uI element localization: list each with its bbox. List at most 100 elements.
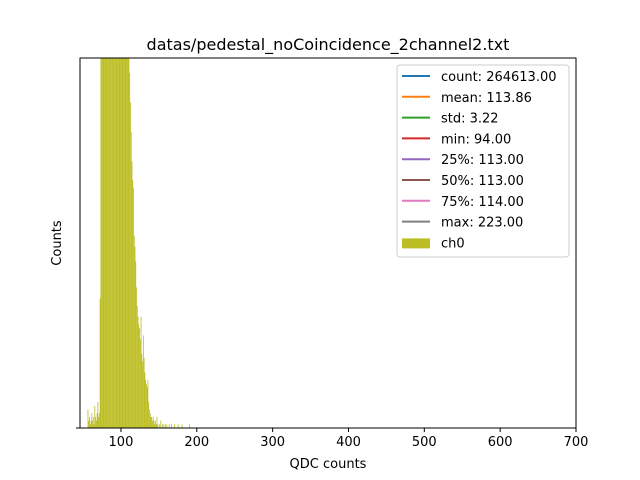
histogram-bar <box>100 58 102 428</box>
y-axis-label: Counts <box>50 220 65 266</box>
histogram-bar <box>110 58 112 428</box>
histogram-bar <box>174 424 175 428</box>
histogram-bar <box>127 58 129 428</box>
x-tick-label: 200 <box>184 435 209 450</box>
chart-title: datas/pedestal_noCoincidence_2channel2.t… <box>147 35 510 55</box>
histogram-bar <box>149 413 151 428</box>
histogram-bar <box>127 58 128 428</box>
histogram-bar <box>171 424 172 428</box>
histogram-bar <box>157 424 159 428</box>
histogram-bar <box>107 58 109 428</box>
histogram-bar <box>123 58 125 428</box>
histogram-bar <box>151 416 153 428</box>
histogram-bar <box>128 58 130 428</box>
histogram-bar <box>98 416 99 428</box>
histogram-bar <box>109 58 111 428</box>
histogram-bar <box>138 324 140 428</box>
histogram-bar <box>143 357 145 428</box>
histogram-bar <box>95 420 97 428</box>
histogram-bar <box>89 424 91 428</box>
histogram-bar <box>105 58 107 428</box>
histogram-bar <box>148 402 150 428</box>
histogram-bar <box>116 58 118 428</box>
histogram-bar <box>99 298 101 428</box>
histogram-bar <box>136 305 138 428</box>
histogram-bar <box>123 58 125 428</box>
histogram-bar <box>166 424 168 428</box>
histogram-bar <box>145 379 147 428</box>
histogram-bar <box>98 413 100 428</box>
histogram-bar <box>104 58 106 428</box>
histogram-bar <box>102 58 104 428</box>
histogram-bar <box>114 58 116 428</box>
histogram-bar <box>139 328 140 428</box>
histogram-bar <box>113 58 115 428</box>
histogram-bar <box>125 58 127 428</box>
histogram-bar <box>108 58 110 428</box>
histogram-bar <box>117 58 118 428</box>
histogram-bar <box>164 424 166 428</box>
histogram-bar <box>117 58 119 428</box>
x-axis-ticks: 100 200 300 400 500 600 700 <box>109 428 589 450</box>
histogram-bar <box>131 161 133 428</box>
histogram-bar <box>140 317 142 428</box>
histogram-bars <box>87 58 191 429</box>
histogram-bar <box>155 420 156 428</box>
histogram-bar <box>89 416 90 428</box>
histogram-bar <box>97 402 99 428</box>
histogram-bar <box>124 58 126 428</box>
histogram-bar <box>189 424 191 428</box>
histogram-bar <box>136 287 137 428</box>
histogram-bar <box>130 132 132 428</box>
x-tick-label: 100 <box>109 435 134 450</box>
histogram-bar <box>156 416 158 428</box>
histogram-bar <box>90 420 92 428</box>
histogram-bar <box>137 317 139 428</box>
histogram-bar <box>147 379 149 428</box>
histogram-bar <box>120 58 122 428</box>
histogram-bar <box>91 413 93 428</box>
histogram-bar <box>88 420 90 428</box>
histogram-bar <box>92 416 94 428</box>
histogram-bar <box>108 58 109 428</box>
histogram-bar <box>139 339 141 428</box>
histogram-bar <box>133 187 134 428</box>
histogram-bar <box>161 424 163 428</box>
legend-label: max: 223.00 <box>441 216 523 231</box>
histogram-bar <box>141 354 143 428</box>
legend-items: count: 264613.00 mean: 113.86 std: 3.22 min… <box>402 70 557 251</box>
histogram-bar <box>160 420 162 428</box>
histogram-bar <box>118 58 120 428</box>
legend-swatch <box>402 238 430 249</box>
histogram-bar <box>152 420 153 428</box>
legend: count: 264613.00 mean: 113.86 std: 3.22 min… <box>396 64 570 258</box>
legend-box <box>396 64 570 258</box>
x-tick-label: 600 <box>488 435 513 450</box>
histogram-bar <box>135 261 137 428</box>
histogram-bar <box>87 409 89 428</box>
histogram-bar <box>101 58 103 428</box>
histogram-bar <box>111 58 112 428</box>
legend-label: std: 3.22 <box>441 112 499 127</box>
plot-frame <box>79 57 577 429</box>
histogram-bar <box>155 424 157 428</box>
histogram-bar <box>105 58 106 428</box>
x-tick-label: 500 <box>412 435 437 450</box>
histogram-bar <box>142 361 143 428</box>
x-axis-label: QDC counts <box>290 457 367 472</box>
histogram-bar <box>152 416 154 428</box>
histogram-bar <box>154 424 156 428</box>
legend-label: 25%: 113.00 <box>441 153 524 168</box>
legend-label: count: 264613.00 <box>441 70 557 85</box>
histogram-bar <box>95 416 96 428</box>
legend-label: 75%: 114.00 <box>441 195 524 210</box>
histogram-bar <box>163 424 165 428</box>
histogram-bar <box>158 424 160 428</box>
x-tick-label: 700 <box>564 435 589 450</box>
legend-label: mean: 113.86 <box>441 91 532 106</box>
histogram-bar <box>134 246 136 428</box>
histogram-bar <box>101 58 103 428</box>
histogram-bar <box>142 335 144 428</box>
legend-label: ch0 <box>441 236 465 251</box>
